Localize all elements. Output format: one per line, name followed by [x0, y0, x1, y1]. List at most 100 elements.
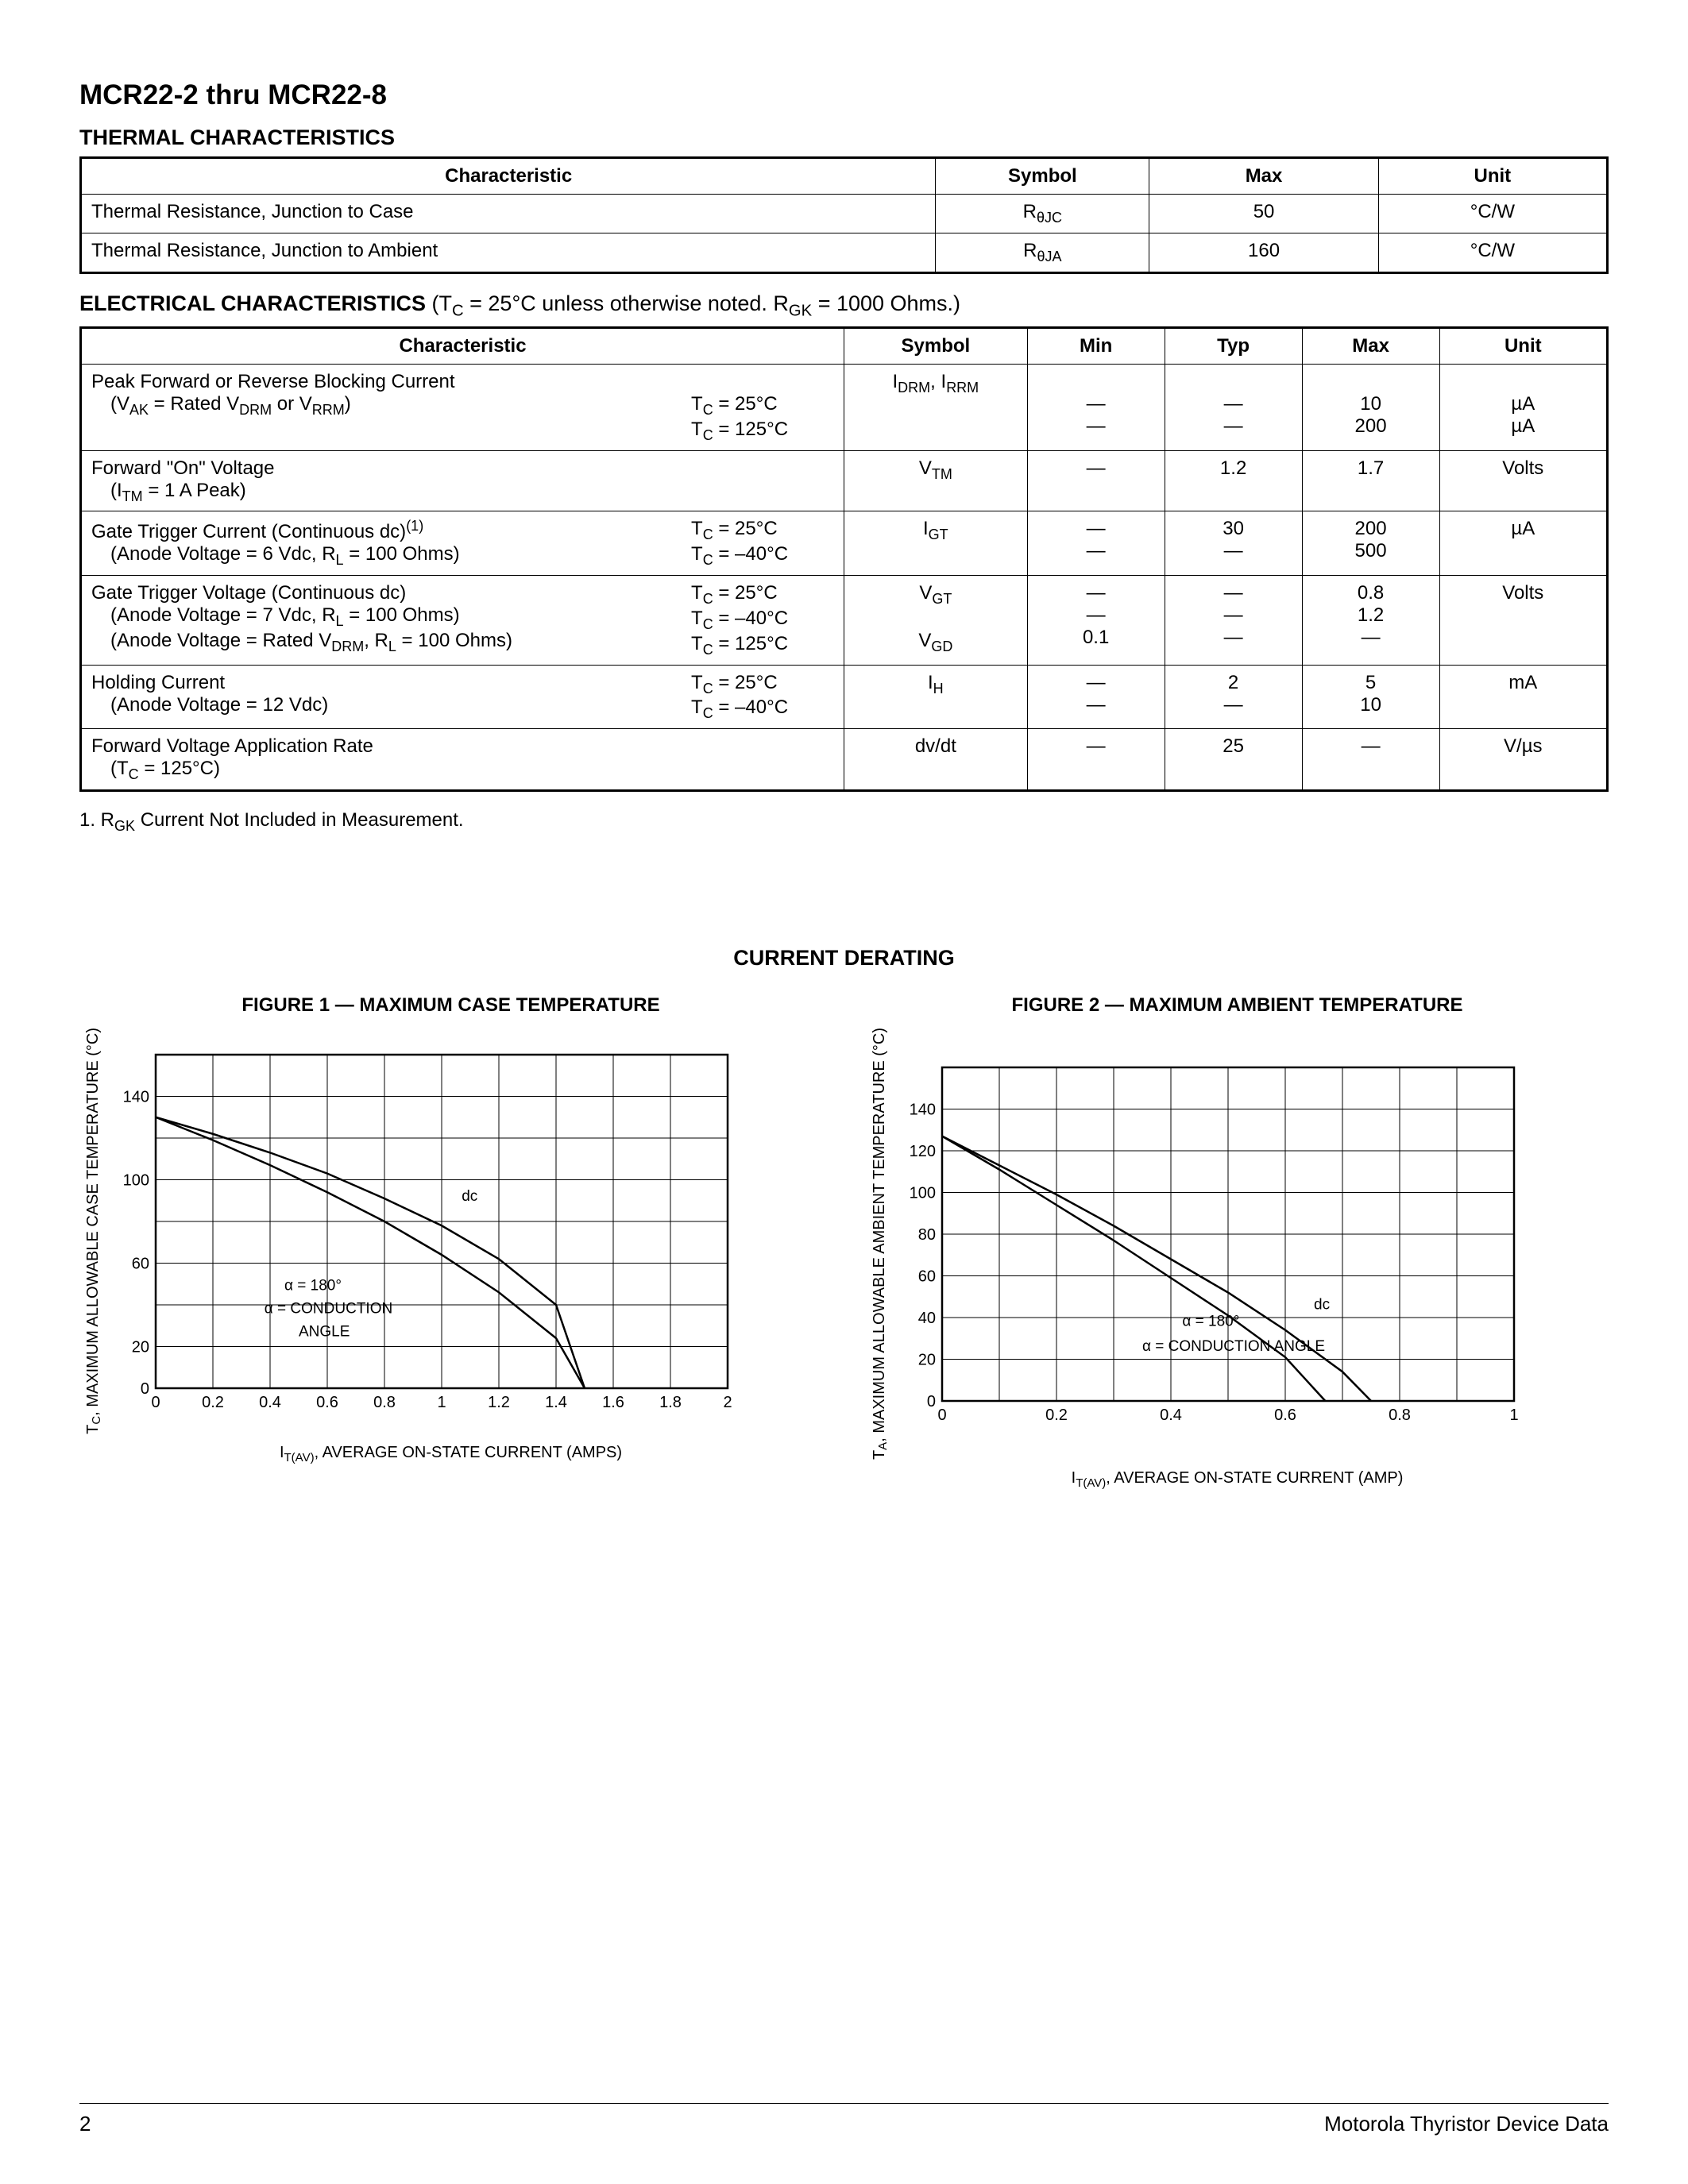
cell: mA: [1439, 665, 1607, 729]
cell: Gate Trigger Current (Continuous dc)(1) …: [81, 511, 844, 576]
cell: —: [1027, 729, 1165, 791]
svg-text:α = CONDUCTION: α = CONDUCTION: [265, 1300, 392, 1317]
svg-text:1.4: 1.4: [545, 1394, 567, 1411]
svg-text:1: 1: [437, 1394, 446, 1411]
svg-text:0.4: 0.4: [259, 1394, 281, 1411]
part-title: MCR22-2 thru MCR22-8: [79, 79, 1609, 111]
cell: Volts: [1439, 450, 1607, 511]
cell: —: [1027, 450, 1165, 511]
cell: 30—: [1165, 511, 1302, 576]
svg-text:1.2: 1.2: [488, 1394, 510, 1411]
cell: ——: [1027, 364, 1165, 450]
th-char: Characteristic: [81, 158, 936, 195]
thermal-table: Characteristic Symbol Max Unit Thermal R…: [79, 156, 1609, 274]
table-row: Holding Current (Anode Voltage = 12 Vdc)…: [81, 665, 1608, 729]
cell: ——: [1027, 665, 1165, 729]
th-max: Max: [1149, 158, 1378, 195]
fig2-chart: 00.20.40.60.81020406080100120140α = 180°…: [894, 1059, 1522, 1433]
cell: 160: [1149, 233, 1378, 272]
cell: Volts: [1439, 576, 1607, 665]
th-unit: Unit: [1378, 158, 1607, 195]
svg-text:α = 180°: α = 180°: [284, 1277, 342, 1294]
th-max: Max: [1302, 327, 1439, 364]
cell: Peak Forward or Reverse Blocking Current…: [81, 364, 844, 450]
th-sym: Symbol: [936, 158, 1149, 195]
charts-heading: CURRENT DERATING: [79, 946, 1609, 970]
figure-2: FIGURE 2 — MAXIMUM AMBIENT TEMPERATURE T…: [866, 994, 1609, 1490]
cell: dv/dt: [844, 729, 1028, 791]
svg-text:80: 80: [918, 1226, 936, 1244]
svg-text:0.6: 0.6: [316, 1394, 338, 1411]
svg-text:1.6: 1.6: [602, 1394, 624, 1411]
th-min: Min: [1027, 327, 1165, 364]
cell: ——: [1165, 364, 1302, 450]
svg-text:100: 100: [123, 1171, 149, 1189]
cell: IGT: [844, 511, 1028, 576]
thermal-heading: THERMAL CHARACTERISTICS: [79, 125, 1609, 150]
cell: RθJC: [936, 195, 1149, 233]
page-footer: 2 Motorola Thyristor Device Data: [79, 2103, 1609, 2136]
figure-1: FIGURE 1 — MAXIMUM CASE TEMPERATURE TC, …: [79, 994, 822, 1490]
svg-text:0: 0: [937, 1406, 946, 1424]
table-row: Forward Voltage Application Rate (TC = 1…: [81, 729, 1608, 791]
cell: µAµA: [1439, 364, 1607, 450]
cell: °C/W: [1378, 233, 1607, 272]
svg-text:2: 2: [723, 1394, 732, 1411]
svg-text:0.8: 0.8: [1389, 1406, 1411, 1424]
page-number: 2: [79, 2112, 91, 2136]
table-row: Thermal Resistance, Junction to Ambient …: [81, 233, 1608, 272]
cell: RθJA: [936, 233, 1149, 272]
svg-text:0: 0: [151, 1394, 160, 1411]
svg-text:20: 20: [132, 1338, 149, 1356]
svg-text:60: 60: [132, 1255, 149, 1272]
cell: Holding Current (Anode Voltage = 12 Vdc)…: [81, 665, 844, 729]
cell: VTM: [844, 450, 1028, 511]
electrical-table: Characteristic Symbol Min Typ Max Unit P…: [79, 326, 1609, 792]
th-char: Characteristic: [81, 327, 844, 364]
svg-text:0.4: 0.4: [1160, 1406, 1182, 1424]
cell: VGTVGD: [844, 576, 1028, 665]
svg-text:100: 100: [910, 1184, 936, 1202]
fig2-xlabel: IT(AV), AVERAGE ON-STATE CURRENT (AMP): [866, 1469, 1609, 1490]
th-unit: Unit: [1439, 327, 1607, 364]
table-row: Gate Trigger Current (Continuous dc)(1) …: [81, 511, 1608, 576]
cell: 510: [1302, 665, 1439, 729]
th-sym: Symbol: [844, 327, 1028, 364]
svg-text:1.8: 1.8: [659, 1394, 682, 1411]
cell: ———: [1165, 576, 1302, 665]
svg-text:140: 140: [123, 1088, 149, 1106]
cell: IDRM, IRRM: [844, 364, 1028, 450]
svg-text:0: 0: [927, 1393, 936, 1410]
table-row: Forward "On" Voltage (ITM = 1 A Peak) VT…: [81, 450, 1608, 511]
cell: Thermal Resistance, Junction to Ambient: [81, 233, 936, 272]
svg-text:α = CONDUCTION ANGLE: α = CONDUCTION ANGLE: [1142, 1338, 1325, 1355]
table-row: Thermal Resistance, Junction to Case RθJ…: [81, 195, 1608, 233]
cell: —: [1302, 729, 1439, 791]
cell: V/µs: [1439, 729, 1607, 791]
cell: 25: [1165, 729, 1302, 791]
svg-text:0.2: 0.2: [202, 1394, 224, 1411]
electrical-heading: ELECTRICAL CHARACTERISTICS (TC = 25°C un…: [79, 291, 1609, 320]
cell: Forward "On" Voltage (ITM = 1 A Peak): [81, 450, 844, 511]
svg-text:0.2: 0.2: [1045, 1406, 1068, 1424]
fig1-chart: 00.20.40.60.811.21.41.61.8202060100140α …: [108, 1047, 736, 1420]
cell: 0.81.2—: [1302, 576, 1439, 665]
svg-text:20: 20: [918, 1351, 936, 1368]
svg-text:dc: dc: [462, 1187, 477, 1204]
fig1-title: FIGURE 1 — MAXIMUM CASE TEMPERATURE: [79, 994, 822, 1017]
cell: Thermal Resistance, Junction to Case: [81, 195, 936, 233]
footnote: 1. RGK Current Not Included in Measureme…: [79, 809, 1609, 835]
cell: 10200: [1302, 364, 1439, 450]
cell: Forward Voltage Application Rate (TC = 1…: [81, 729, 844, 791]
cell: 2—: [1165, 665, 1302, 729]
svg-text:α = 180°: α = 180°: [1182, 1313, 1239, 1329]
fig2-title: FIGURE 2 — MAXIMUM AMBIENT TEMPERATURE: [866, 994, 1609, 1017]
table-row: Gate Trigger Voltage (Continuous dc) (An…: [81, 576, 1608, 665]
fig1-xlabel: IT(AV), AVERAGE ON-STATE CURRENT (AMPS): [79, 1444, 822, 1464]
th-typ: Typ: [1165, 327, 1302, 364]
cell: 1.7: [1302, 450, 1439, 511]
cell: ——: [1027, 511, 1165, 576]
cell: ——0.1: [1027, 576, 1165, 665]
svg-text:40: 40: [918, 1310, 936, 1327]
svg-text:0.8: 0.8: [373, 1394, 396, 1411]
